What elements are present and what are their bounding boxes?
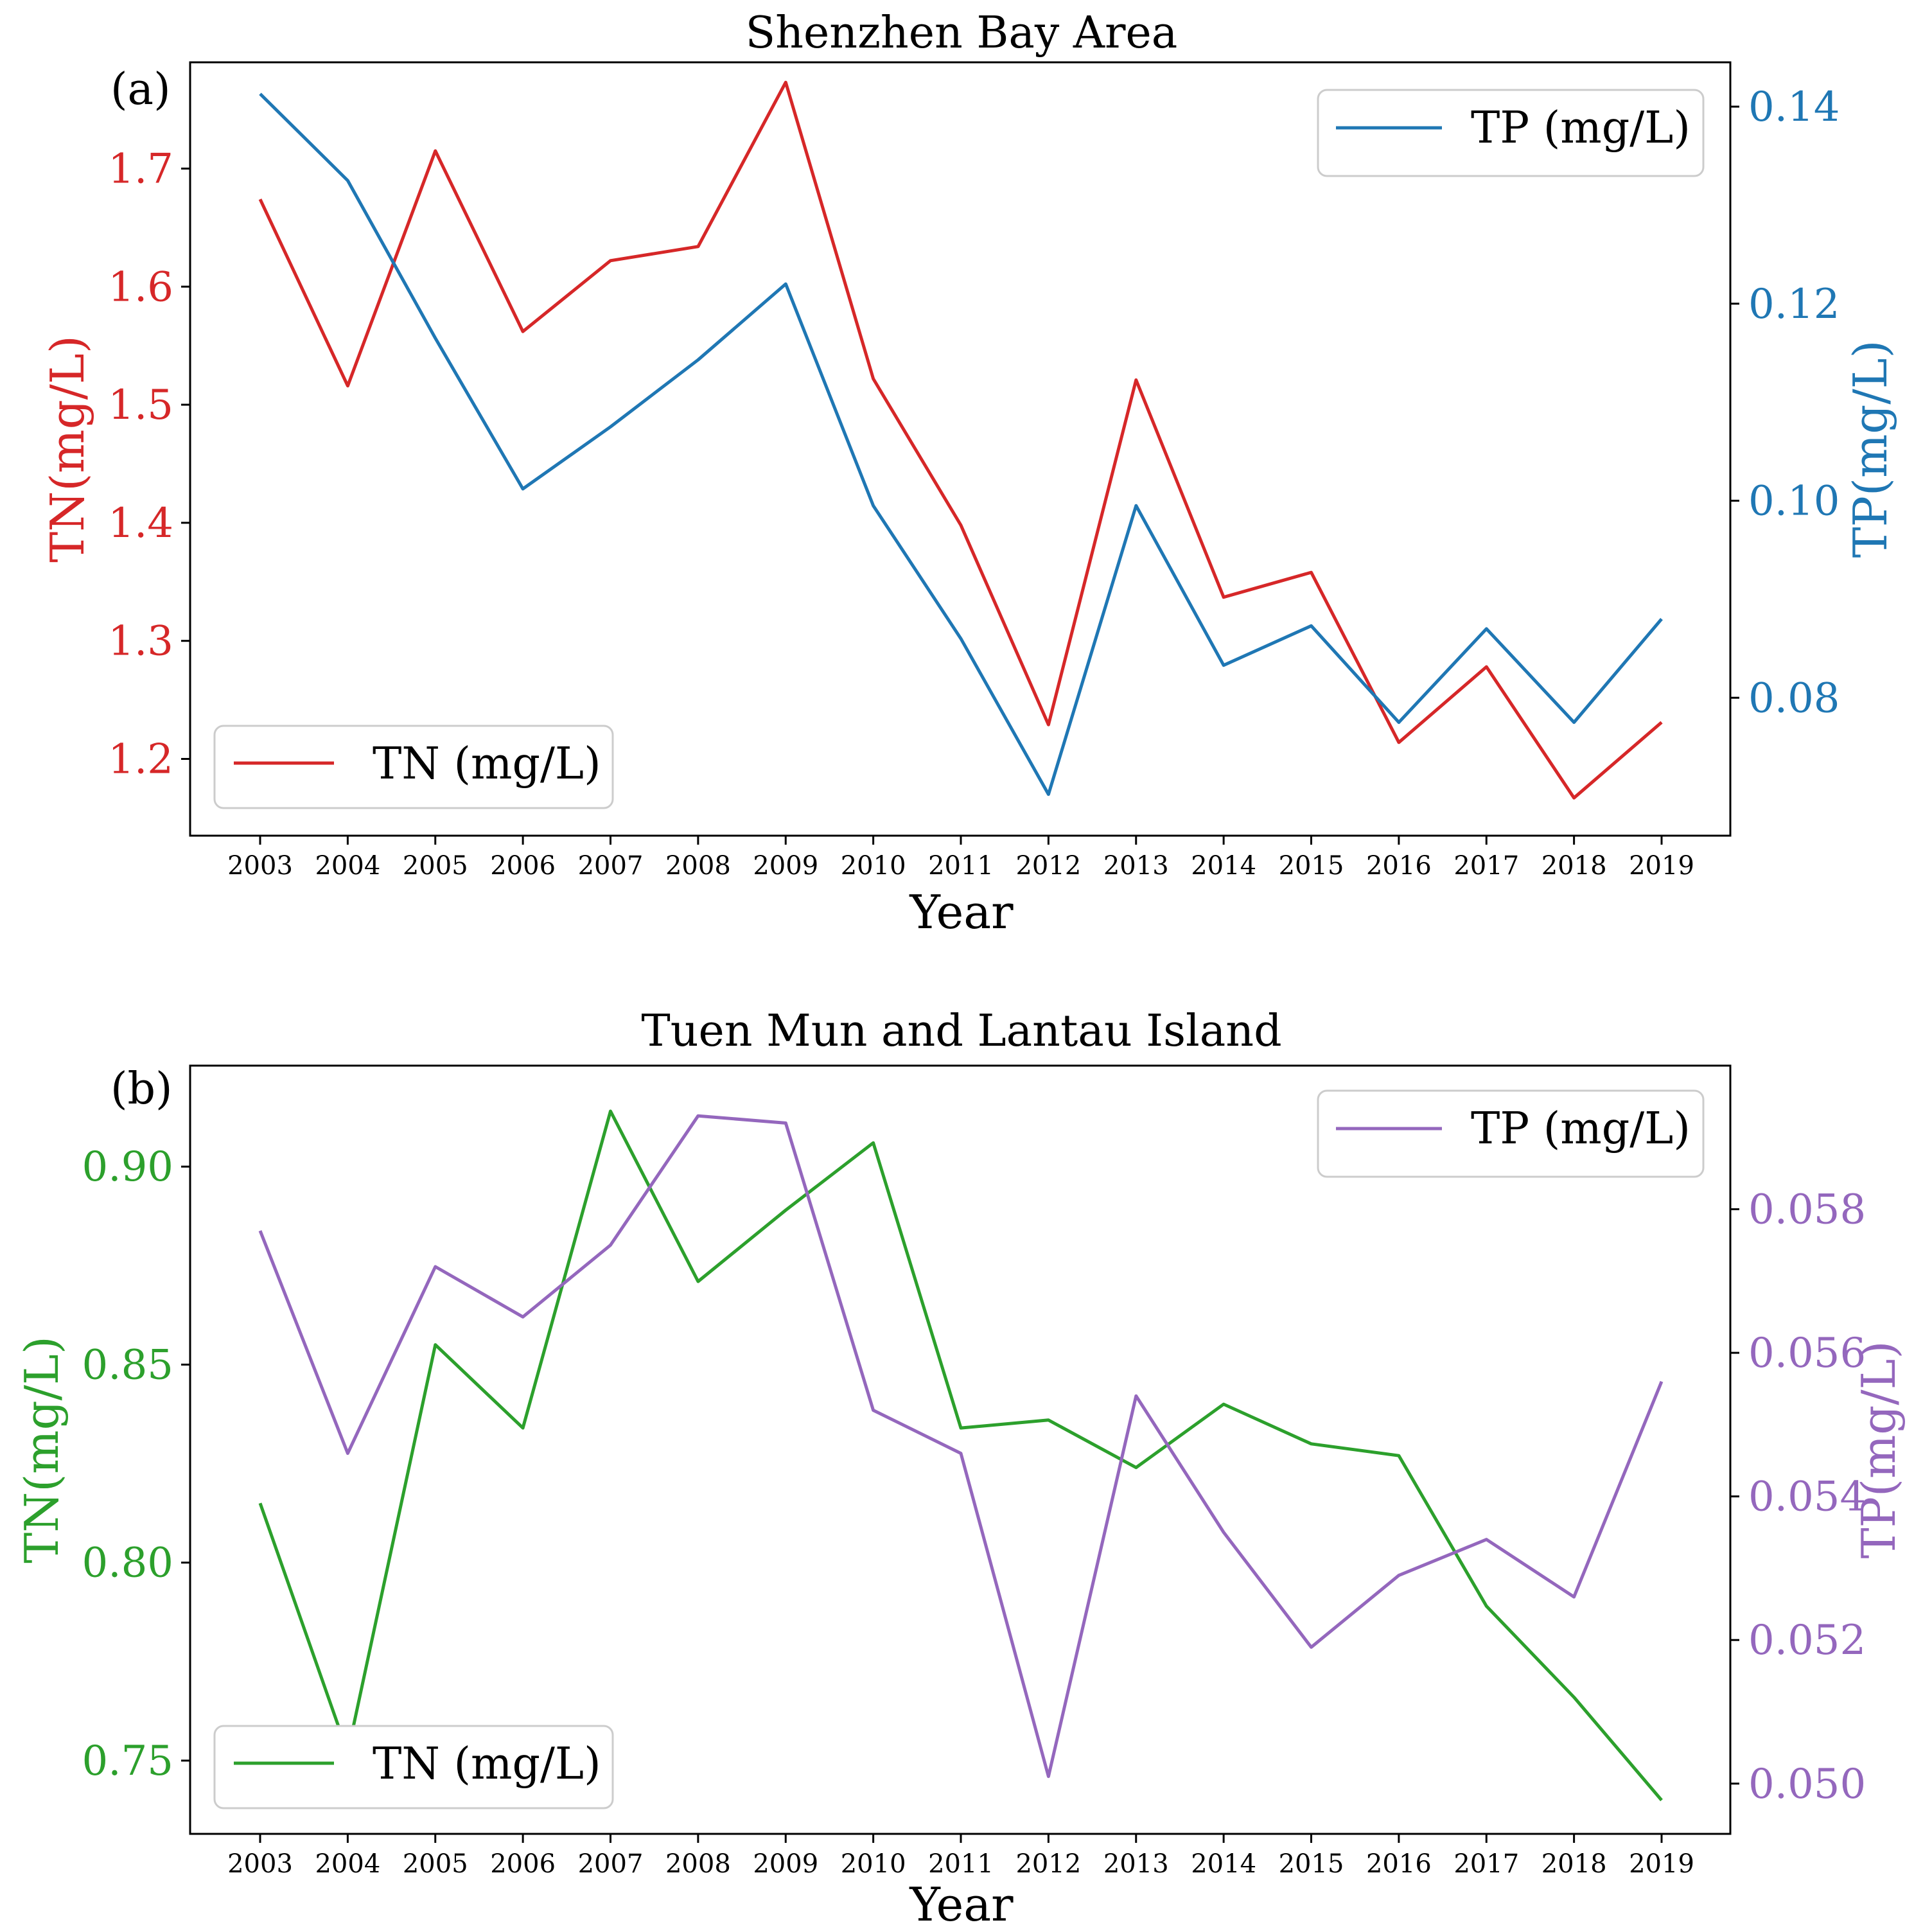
y-right-tick-label: 0.054 (1748, 1474, 1866, 1521)
panel-label: (b) (110, 1064, 173, 1114)
x-tick-label: 2016 (1366, 1849, 1432, 1879)
panel-title: Tuen Mun and Lantau Island (641, 1006, 1281, 1057)
legend-box (213, 1725, 614, 1809)
x-tick-label: 2015 (1279, 851, 1344, 881)
y-right-axis-label: TP(mg/L) (1852, 1341, 1906, 1558)
x-tick-label: 2014 (1191, 1849, 1256, 1879)
y-left-tick-label: 0.75 (82, 1738, 174, 1785)
y-left-tick-label: 0.80 (82, 1540, 174, 1587)
y-left-tick-label: 1.5 (108, 382, 173, 429)
series-line-tp (258, 1114, 1664, 1779)
y-right-tick-label: 0.14 (1748, 84, 1840, 131)
x-tick-label: 2011 (928, 1849, 994, 1879)
y-left-tick-label: 1.4 (108, 500, 173, 547)
panel-label: (a) (110, 64, 171, 115)
x-tick-label: 2004 (315, 851, 380, 881)
y-right-tick-label: 0.08 (1748, 674, 1840, 722)
legend-label-tp: TP (mg/L) (1471, 103, 1690, 154)
legend-box (213, 725, 614, 809)
panel-title: Shenzhen Bay Area (746, 8, 1178, 58)
y-left-tick-label: 1.6 (108, 263, 173, 311)
panel-b: Tuen Mun and Lantau Island (b) 0.75 0.80 0… (15, 1006, 1906, 1927)
x-tick-label: 2005 (403, 851, 468, 881)
legend-tp: TP (mg/L) (1317, 89, 1705, 177)
x-tick-label: 2012 (1015, 851, 1081, 881)
x-tick-label: 2006 (490, 1849, 556, 1879)
legend-tn: TN (mg/L) (213, 1725, 614, 1809)
x-tick-label: 2008 (665, 851, 731, 881)
x-tick-label: 2006 (490, 851, 556, 881)
legend-label-tn: TN (mg/L) (373, 739, 601, 789)
x-tick-label: 2017 (1453, 1849, 1519, 1879)
series-line-tn (258, 1109, 1663, 1802)
x-tick-label: 2019 (1629, 1849, 1694, 1879)
y-right-tick-label: 0.056 (1748, 1330, 1866, 1377)
y-left-tick-label: 0.90 (82, 1143, 174, 1191)
x-tick-label: 2010 (841, 1849, 906, 1879)
x-tick-label: 2004 (315, 1849, 380, 1879)
legend-label-tp: TP (mg/L) (1471, 1104, 1690, 1154)
y-right-axis-label: TP(mg/L) (1843, 340, 1897, 558)
y-left-tick-label: 1.2 (108, 736, 173, 784)
y-right-tick-label: 0.12 (1748, 281, 1840, 328)
y-right-tick-label: 0.058 (1748, 1186, 1866, 1234)
series-line-tn (258, 80, 1663, 800)
x-tick-label: 2003 (227, 851, 293, 881)
legend-box (1317, 89, 1705, 177)
series-line-tp (259, 92, 1663, 796)
y-left-axis-label: TN(mg/L) (15, 1336, 69, 1563)
x-tick-label: 2016 (1366, 851, 1432, 881)
x-tick-label: 2007 (578, 851, 644, 881)
x-tick-label: 2014 (1191, 851, 1256, 881)
x-tick-label: 2005 (403, 1849, 468, 1879)
y-left-tick-label: 0.85 (82, 1341, 174, 1389)
x-tick-label: 2009 (753, 851, 818, 881)
panel-a: Shenzhen Bay Area (a) 1.2 1.3 1.4 1.5 1.6 1.7… (40, 8, 1897, 939)
y-right-tick-label: 0.050 (1748, 1761, 1866, 1808)
x-axis-label: Year (909, 1878, 1014, 1927)
x-tick-label: 2018 (1541, 851, 1607, 881)
x-tick-label: 2003 (227, 1849, 293, 1879)
y-right-tick-label: 0.10 (1748, 478, 1840, 525)
x-tick-label: 2017 (1453, 851, 1519, 881)
x-tick-label: 2010 (841, 851, 906, 881)
y-left-tick-label: 1.7 (108, 145, 173, 193)
x-tick-label: 2018 (1541, 1849, 1607, 1879)
x-tick-label: 2015 (1279, 1849, 1344, 1879)
x-tick-label: 2013 (1103, 1849, 1169, 1879)
x-tick-label: 2007 (578, 1849, 644, 1879)
legend-tp: TP (mg/L) (1317, 1089, 1705, 1178)
legend-label-tn: TN (mg/L) (373, 1739, 601, 1790)
legend-box (1317, 1089, 1705, 1178)
x-tick-label: 2011 (928, 851, 994, 881)
x-axis-label: Year (909, 885, 1014, 939)
y-left-axis-label: TN(mg/L) (40, 335, 94, 563)
x-tick-label: 2019 (1629, 851, 1694, 881)
x-tick-label: 2008 (665, 1849, 731, 1879)
y-right-tick-label: 0.052 (1748, 1617, 1866, 1664)
y-left-tick-label: 1.3 (108, 618, 173, 665)
x-tick-label: 2009 (753, 1849, 818, 1879)
x-tick-label: 2012 (1015, 1849, 1081, 1879)
legend-tn: TN (mg/L) (213, 725, 614, 809)
x-tick-label: 2013 (1103, 851, 1169, 881)
